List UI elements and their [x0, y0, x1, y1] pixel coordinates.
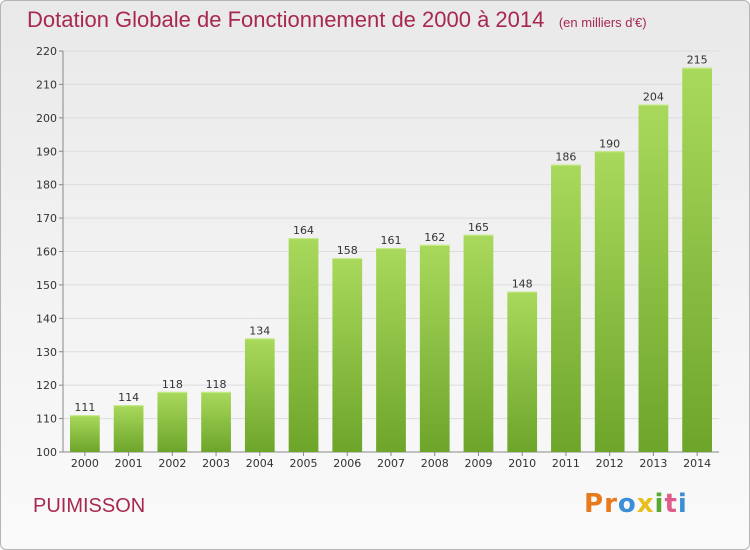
y-tick-label: 170	[36, 212, 57, 225]
y-tick-label: 130	[36, 346, 57, 359]
bar-2011	[551, 164, 581, 452]
bar-2010	[507, 291, 538, 452]
y-tick-label: 110	[36, 413, 57, 426]
data-label-2007: 161	[381, 234, 402, 247]
data-label-2004: 134	[249, 324, 270, 337]
data-label-2008: 162	[424, 231, 445, 244]
bar-2008	[419, 244, 450, 452]
chart-title: Dotation Globale de Fonctionnement de 20…	[27, 7, 545, 32]
bar-2009	[463, 234, 494, 452]
y-tick-label: 140	[36, 312, 57, 325]
data-label-2013: 204	[643, 90, 664, 103]
x-tick-label-2011: 2011	[552, 457, 580, 470]
logo-letter: i	[654, 489, 665, 519]
bar-2012	[594, 151, 625, 452]
bar-2005	[288, 238, 319, 452]
data-label-2011: 186	[555, 151, 576, 164]
logo-letter: r	[604, 489, 618, 519]
y-tick-label: 180	[36, 179, 57, 192]
data-label-2009: 165	[468, 221, 489, 234]
commune-name: PUIMISSON	[33, 495, 146, 517]
y-tick-label: 220	[36, 45, 57, 58]
data-label-2012: 190	[599, 137, 620, 150]
data-label-2000: 111	[74, 401, 95, 414]
bar-2002	[157, 391, 188, 452]
bar-2013	[638, 104, 669, 452]
x-tick-label-2001: 2001	[115, 457, 143, 470]
bar-2004	[244, 338, 275, 452]
y-tick-label: 210	[36, 78, 57, 91]
x-tick-label-2004: 2004	[246, 457, 274, 470]
x-tick-label-2006: 2006	[333, 457, 361, 470]
x-tick-label-2009: 2009	[464, 457, 492, 470]
x-tick-label-2014: 2014	[683, 457, 711, 470]
x-tick-label-2012: 2012	[596, 457, 624, 470]
x-tick-label-2000: 2000	[71, 457, 99, 470]
y-tick-label: 120	[36, 379, 57, 392]
y-tick-label: 200	[36, 112, 57, 125]
data-label-2006: 158	[337, 244, 358, 257]
x-tick-label-2007: 2007	[377, 457, 405, 470]
bar-2001	[113, 405, 144, 452]
data-label-2005: 164	[293, 224, 314, 237]
y-tick-label: 100	[36, 446, 57, 459]
logo-letter: o	[617, 489, 637, 519]
bar-2000	[69, 415, 100, 452]
logo-letter: P	[584, 489, 605, 519]
data-label-2014: 215	[687, 54, 708, 67]
bar-2014	[682, 67, 713, 452]
title-row: Dotation Globale de Fonctionnement de 20…	[27, 7, 647, 33]
data-label-2003: 118	[206, 378, 227, 391]
logo-letter: x	[636, 489, 655, 519]
x-tick-label-2003: 2003	[202, 457, 230, 470]
bar-2007	[376, 248, 406, 452]
y-tick-label: 190	[36, 145, 57, 158]
data-label-2002: 118	[162, 378, 183, 391]
chart-subtitle: (en milliers d'€)	[558, 15, 647, 30]
x-tick-label-2013: 2013	[639, 457, 667, 470]
x-tick-label-2008: 2008	[421, 457, 449, 470]
x-tick-label-2002: 2002	[158, 457, 186, 470]
y-tick-label: 150	[36, 279, 57, 292]
logo-letter: t	[664, 489, 678, 519]
bar-2003	[201, 391, 231, 452]
bar-2006	[332, 258, 363, 452]
data-label-2001: 114	[118, 391, 139, 404]
x-tick-label-2005: 2005	[290, 457, 318, 470]
logo-letter: i	[677, 489, 688, 519]
proxiti-logo: Proxiti	[584, 489, 688, 519]
x-tick-label-2010: 2010	[508, 457, 536, 470]
data-label-2010: 148	[512, 278, 533, 291]
y-tick-label: 160	[36, 246, 57, 259]
